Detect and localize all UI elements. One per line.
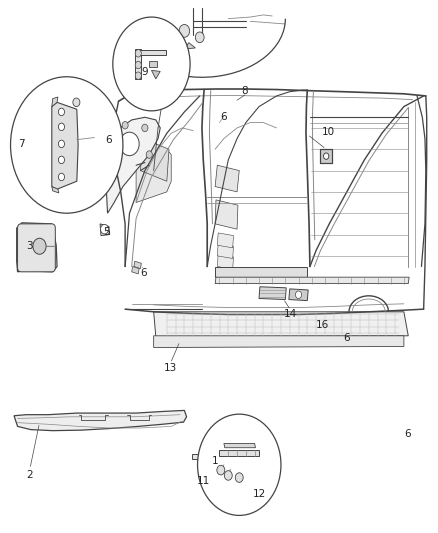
Text: 14: 14 — [283, 310, 297, 319]
Text: 9: 9 — [141, 67, 148, 77]
Circle shape — [323, 153, 328, 159]
Polygon shape — [52, 97, 58, 107]
Text: 13: 13 — [163, 363, 177, 373]
Text: 5: 5 — [103, 227, 110, 237]
Circle shape — [135, 72, 141, 79]
Circle shape — [115, 151, 121, 158]
Circle shape — [235, 473, 243, 482]
Polygon shape — [136, 149, 171, 203]
Text: 10: 10 — [321, 127, 334, 137]
Text: 6: 6 — [343, 334, 350, 343]
Circle shape — [179, 25, 189, 37]
Polygon shape — [140, 139, 169, 181]
Polygon shape — [100, 224, 110, 236]
Polygon shape — [52, 187, 59, 193]
Circle shape — [197, 414, 280, 515]
Circle shape — [135, 50, 141, 57]
Polygon shape — [131, 266, 139, 274]
Text: 2: 2 — [26, 471, 33, 480]
Text: 16: 16 — [315, 320, 328, 330]
Polygon shape — [151, 70, 160, 79]
Circle shape — [120, 132, 139, 156]
Polygon shape — [217, 233, 233, 248]
Circle shape — [58, 156, 64, 164]
Polygon shape — [215, 200, 237, 229]
Polygon shape — [184, 43, 195, 49]
Circle shape — [11, 77, 123, 213]
Polygon shape — [217, 254, 233, 269]
Circle shape — [113, 17, 190, 111]
Polygon shape — [14, 410, 186, 431]
Circle shape — [33, 238, 46, 254]
Polygon shape — [217, 244, 233, 259]
FancyBboxPatch shape — [18, 224, 55, 272]
Text: 6: 6 — [105, 135, 112, 144]
Text: 6: 6 — [403, 430, 410, 439]
Circle shape — [58, 173, 64, 181]
Polygon shape — [215, 165, 239, 192]
Text: 6: 6 — [220, 112, 227, 122]
Circle shape — [146, 151, 152, 158]
Polygon shape — [215, 266, 307, 277]
Polygon shape — [153, 312, 407, 337]
Polygon shape — [258, 287, 286, 300]
Circle shape — [73, 98, 80, 107]
Circle shape — [224, 471, 232, 480]
Polygon shape — [140, 50, 166, 55]
Polygon shape — [105, 117, 160, 213]
Polygon shape — [149, 61, 157, 67]
Text: 11: 11 — [196, 476, 209, 486]
Circle shape — [100, 224, 108, 234]
Circle shape — [58, 108, 64, 116]
Text: 7: 7 — [18, 139, 25, 149]
Circle shape — [141, 124, 148, 132]
Text: 3: 3 — [26, 241, 33, 251]
Circle shape — [58, 123, 64, 131]
Polygon shape — [288, 289, 307, 301]
Polygon shape — [135, 49, 141, 79]
Polygon shape — [171, 51, 182, 58]
Circle shape — [122, 122, 128, 129]
Circle shape — [58, 140, 64, 148]
Polygon shape — [134, 261, 141, 269]
Polygon shape — [17, 223, 57, 272]
Circle shape — [135, 61, 141, 69]
Polygon shape — [192, 454, 215, 459]
Polygon shape — [320, 149, 331, 163]
Polygon shape — [153, 336, 403, 348]
Circle shape — [195, 32, 204, 43]
Circle shape — [216, 465, 224, 475]
Circle shape — [295, 291, 301, 298]
Text: 6: 6 — [140, 269, 147, 278]
Text: 8: 8 — [241, 86, 248, 95]
Polygon shape — [52, 102, 78, 189]
Polygon shape — [215, 277, 408, 284]
Polygon shape — [219, 450, 258, 456]
Polygon shape — [223, 443, 255, 448]
Text: 1: 1 — [211, 456, 218, 466]
Text: 12: 12 — [252, 489, 265, 499]
